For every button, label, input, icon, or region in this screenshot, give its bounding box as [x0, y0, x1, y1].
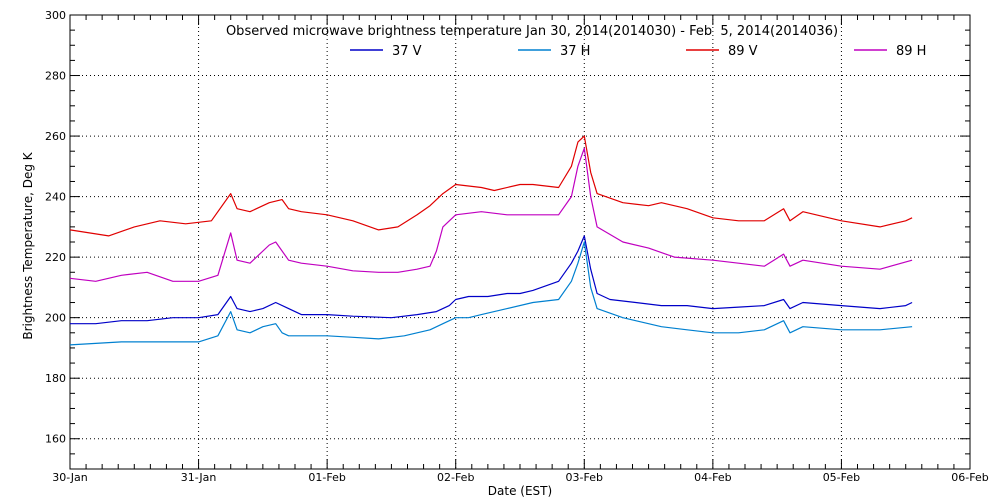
y-tick-label: 200: [45, 312, 66, 325]
x-axis-label: Date (EST): [488, 484, 552, 498]
plot-frame: [69, 14, 971, 470]
y-tick-label: 260: [45, 130, 66, 143]
series-line-0: [70, 235, 913, 325]
x-tick-label: 30-Jan: [52, 471, 88, 484]
legend-label-0: 37 V: [392, 44, 422, 59]
series-line-3: [69, 147, 913, 282]
grid: [70, 15, 970, 469]
x-tick-label: 04-Feb: [694, 471, 731, 484]
y-axis-label: Brightness Temperature, Deg K: [21, 151, 35, 339]
legend: 37 V 37 H 89 V 89 H: [350, 44, 926, 59]
x-tick-label: 02-Feb: [437, 471, 474, 484]
x-tick-label: 31-Jan: [181, 471, 217, 484]
legend-label-1: 37 H: [560, 44, 590, 59]
series-layer: [69, 135, 913, 346]
y-tick-label: 300: [45, 9, 66, 22]
x-tick-label: 03-Feb: [566, 471, 603, 484]
series-line-2: [69, 135, 913, 237]
y-tick-label: 160: [45, 433, 66, 446]
x-tick-label: 01-Feb: [308, 471, 345, 484]
legend-label-3: 89 H: [896, 44, 926, 59]
y-tick-label: 180: [45, 372, 66, 385]
legend-label-2: 89 V: [728, 44, 758, 59]
chart-title: Observed microwave brightness temperatur…: [226, 24, 838, 39]
axis-ticks: 160 180 200 220 240 260 280 300 30-Jan 31-Jan 01-F…: [45, 9, 989, 484]
y-tick-label: 240: [45, 191, 66, 204]
series-line-1: [69, 241, 913, 346]
y-tick-label: 280: [45, 70, 66, 83]
y-tick-label: 220: [45, 251, 66, 264]
x-tick-label: 05-Feb: [823, 471, 860, 484]
x-tick-label: 06-Feb: [951, 471, 988, 484]
